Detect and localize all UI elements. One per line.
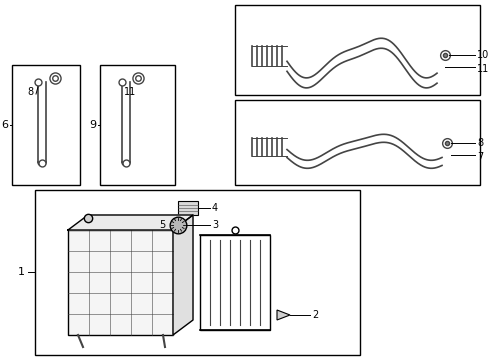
Text: 9: 9 [89, 120, 96, 130]
Text: 8: 8 [27, 87, 33, 97]
Text: 10: 10 [476, 50, 488, 60]
Text: 8: 8 [476, 139, 482, 148]
Text: 7: 7 [476, 153, 482, 162]
Text: 11: 11 [476, 64, 488, 74]
Text: 6: 6 [1, 120, 8, 130]
Text: 4: 4 [212, 203, 218, 213]
Text: 11: 11 [124, 87, 136, 97]
Bar [100, 65, 175, 185]
Bar [68, 230, 173, 335]
Polygon shape [276, 310, 289, 320]
Text: 2: 2 [311, 310, 318, 320]
Bar [235, 100, 479, 185]
Text: 5: 5 [159, 220, 165, 230]
Polygon shape [68, 215, 193, 230]
Text: 1: 1 [18, 267, 25, 277]
Bar [178, 201, 198, 215]
Bar [200, 235, 269, 330]
Bar [235, 5, 479, 95]
Bar [35, 190, 359, 355]
Bar [12, 65, 80, 185]
Polygon shape [173, 215, 193, 335]
Text: 3: 3 [212, 220, 218, 230]
